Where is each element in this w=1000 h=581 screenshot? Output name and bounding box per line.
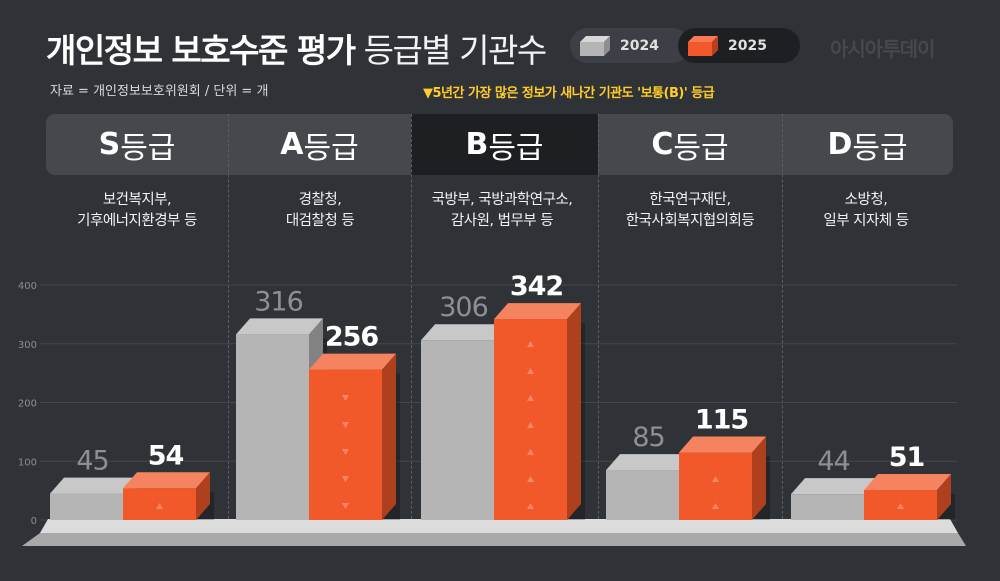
- data-label-2025-3: 342: [510, 271, 563, 302]
- grade-suffix-d: 등급: [852, 130, 908, 166]
- data-label-2025-4: 115: [695, 404, 748, 435]
- grade-suffix-s: 등급: [120, 130, 176, 166]
- bar-side: [196, 472, 210, 520]
- data-label-2025-2: 256: [325, 322, 379, 353]
- data-label-2024-2: 316: [254, 286, 303, 317]
- grade-orgs-c: 한국연구재단, 한국사회복지협의회등: [625, 192, 755, 229]
- legend-swatch-2024: [580, 35, 610, 56]
- grade-orgs-s: 보건복지부, 기후에너지환경부 등: [77, 192, 197, 229]
- data-label-2024-3: 306: [439, 292, 488, 323]
- up-arrow-mark: [712, 476, 719, 482]
- bar-top: [421, 324, 508, 341]
- up-arrow-mark: [527, 341, 534, 347]
- watermark-logo: 아시아투데이: [830, 37, 935, 61]
- bar-side: [382, 353, 396, 520]
- bar-top: [123, 472, 210, 489]
- grade-orgs-b: 국방부, 국방과학연구소, 감사원, 법무부 등: [431, 192, 573, 229]
- grade-letter-a: A: [280, 127, 304, 162]
- legend-label-2025: 2025: [728, 37, 767, 54]
- source-note: 자료 = 개인정보보호위원회 / 단위 = 개: [50, 84, 269, 99]
- chart-title: 개인정보 보호수준 평가 등급별 기관수: [46, 24, 548, 72]
- highlight-note: ▼5년간 가장 많은 정보가 새나간 기관도 '보통(B)' 등급: [423, 86, 715, 101]
- bar-top: [791, 478, 878, 495]
- bar-2024-5: [791, 494, 864, 520]
- legend-label-2024: 2024: [620, 37, 659, 54]
- bar-2025-3: [494, 319, 567, 520]
- grade-suffix-a: 등급: [303, 130, 359, 166]
- up-arrow-mark: [527, 476, 534, 482]
- data-label-2024-4: 85: [632, 422, 664, 453]
- column-divider: [782, 114, 783, 524]
- down-arrow-mark: [342, 503, 349, 509]
- bar-top: [236, 318, 323, 335]
- bar-2025-1: [123, 488, 196, 520]
- bar-2025-5: [864, 490, 937, 520]
- grade-header-b: B 등급: [411, 114, 598, 175]
- bar-2024-1: [50, 493, 123, 520]
- column-divider: [598, 114, 599, 524]
- data-label-2025-5: 51: [889, 442, 925, 473]
- up-arrow-mark: [527, 503, 534, 509]
- grade-letter-c: C: [651, 127, 674, 162]
- bar-2024-3: [421, 340, 494, 520]
- y-tick-label: 400: [18, 281, 37, 292]
- y-tick-label: 0: [31, 516, 37, 527]
- title-bold: 개인정보 보호수준 평가: [46, 31, 356, 70]
- down-arrow-mark: [342, 476, 349, 482]
- chart-base-top: [40, 519, 958, 533]
- bar-top: [679, 436, 766, 453]
- bar-side: [567, 303, 581, 520]
- up-arrow-mark: [897, 503, 904, 509]
- down-arrow-mark: [342, 449, 349, 455]
- column-divider: [228, 114, 229, 524]
- bar-2025-4: [679, 452, 752, 520]
- bar-top: [50, 477, 137, 494]
- bar-side: [937, 474, 951, 520]
- up-arrow-mark: [527, 422, 534, 428]
- y-tick-label: 200: [18, 399, 37, 410]
- up-arrow-mark: [712, 503, 719, 509]
- grade-letter-s: S: [98, 127, 121, 162]
- grade-header-d: D 등급: [782, 114, 953, 175]
- grade-suffix-b: 등급: [488, 130, 544, 166]
- chart-base-front: [22, 533, 966, 546]
- grade-header-s: S 등급: [46, 114, 228, 175]
- grade-header-a: A 등급: [228, 114, 411, 175]
- down-arrow-mark: [342, 422, 349, 428]
- data-label-2024-5: 44: [817, 446, 849, 477]
- down-arrow-mark: [342, 395, 349, 401]
- bar-2024-4: [606, 470, 679, 520]
- up-arrow-mark: [527, 395, 534, 401]
- bar-top: [606, 454, 693, 471]
- bar-top: [494, 303, 581, 320]
- up-arrow-mark: [156, 503, 163, 509]
- grade-suffix-c: 등급: [673, 130, 729, 166]
- bar-side: [752, 436, 766, 520]
- y-tick-label: 100: [18, 457, 37, 468]
- title-light: 등급별 기관수: [363, 31, 548, 70]
- grade-orgs-d: 소방청, 일부 지자체 등: [823, 192, 909, 229]
- legend-item-2025: 2025: [678, 28, 800, 63]
- up-arrow-mark: [527, 449, 534, 455]
- data-label-2024-1: 45: [76, 446, 108, 477]
- bar-2025-2: [309, 369, 382, 520]
- y-tick-label: 300: [18, 340, 37, 351]
- bar-top: [309, 353, 396, 370]
- grade-letter-b: B: [465, 127, 489, 162]
- grade-letter-d: D: [827, 127, 853, 162]
- grade-orgs-a: 경찰청, 대검찰청 등: [285, 192, 355, 229]
- up-arrow-mark: [527, 368, 534, 374]
- data-label-2025-1: 54: [148, 440, 184, 471]
- legend-swatch-2025: [688, 35, 718, 56]
- grade-header-c: C 등급: [598, 114, 782, 175]
- legend-item-2024: 2024: [570, 28, 690, 63]
- column-divider: [411, 114, 412, 524]
- bar-2024-2: [236, 334, 309, 520]
- bar-top: [864, 474, 951, 491]
